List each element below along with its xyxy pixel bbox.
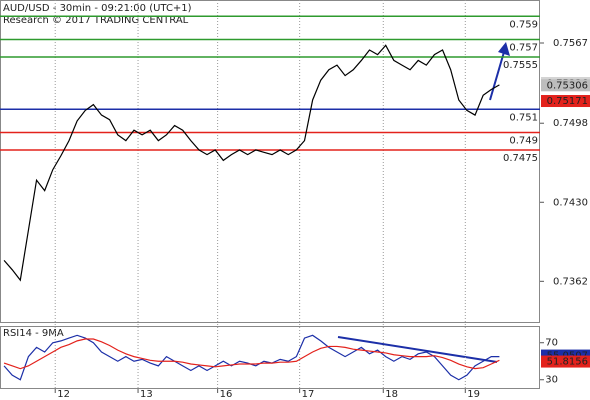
level-label: 0.759 bbox=[509, 19, 538, 30]
series-line bbox=[3, 334, 500, 381]
arrow-head bbox=[498, 42, 510, 56]
y-tick-label: 0.7567 bbox=[553, 38, 588, 49]
forecast-arrow bbox=[489, 51, 505, 101]
price-marker-label: 0.75306 bbox=[547, 80, 588, 91]
x-tick-label: 12 bbox=[57, 389, 70, 400]
rsi-marker-label: 51.8156 bbox=[547, 357, 588, 368]
main-panel bbox=[0, 0, 540, 323]
level-label: 0.7475 bbox=[503, 153, 538, 164]
rsi-panel bbox=[0, 326, 540, 389]
x-tick-label: 19 bbox=[467, 389, 480, 400]
level-label: 0.751 bbox=[509, 112, 538, 123]
y-tick-label: 0.7362 bbox=[553, 276, 588, 287]
y-tick-label: 0.7498 bbox=[553, 118, 588, 129]
rsi-marker bbox=[541, 355, 590, 368]
rsi-tick-label: 30 bbox=[545, 375, 558, 386]
rsi-tick-label: 70 bbox=[545, 338, 558, 349]
rsi-trendline bbox=[337, 336, 498, 363]
price-marker bbox=[541, 79, 590, 92]
y-tick-label: 0.7430 bbox=[553, 197, 588, 208]
x-tick-label: 13 bbox=[140, 389, 153, 400]
level-label: 0.749 bbox=[509, 136, 538, 147]
chart-subtitle: Research © 2017 TRADING CENTRAL bbox=[3, 15, 189, 26]
rsi-label: RSI14 - 9MA bbox=[3, 328, 64, 339]
price-marker-label: 0.75171 bbox=[547, 96, 588, 107]
series-line bbox=[3, 44, 500, 282]
price-marker bbox=[541, 95, 590, 108]
x-tick-label: 18 bbox=[385, 389, 398, 400]
level-label: 0.7555 bbox=[503, 60, 538, 71]
chart-title: AUD/USD - 30min - 09:21:00 (UTC+1) bbox=[3, 3, 192, 14]
series-line bbox=[3, 338, 500, 370]
x-tick-label: 17 bbox=[302, 389, 315, 400]
x-tick-label: 16 bbox=[220, 389, 233, 400]
level-label: 0.757 bbox=[509, 43, 538, 54]
